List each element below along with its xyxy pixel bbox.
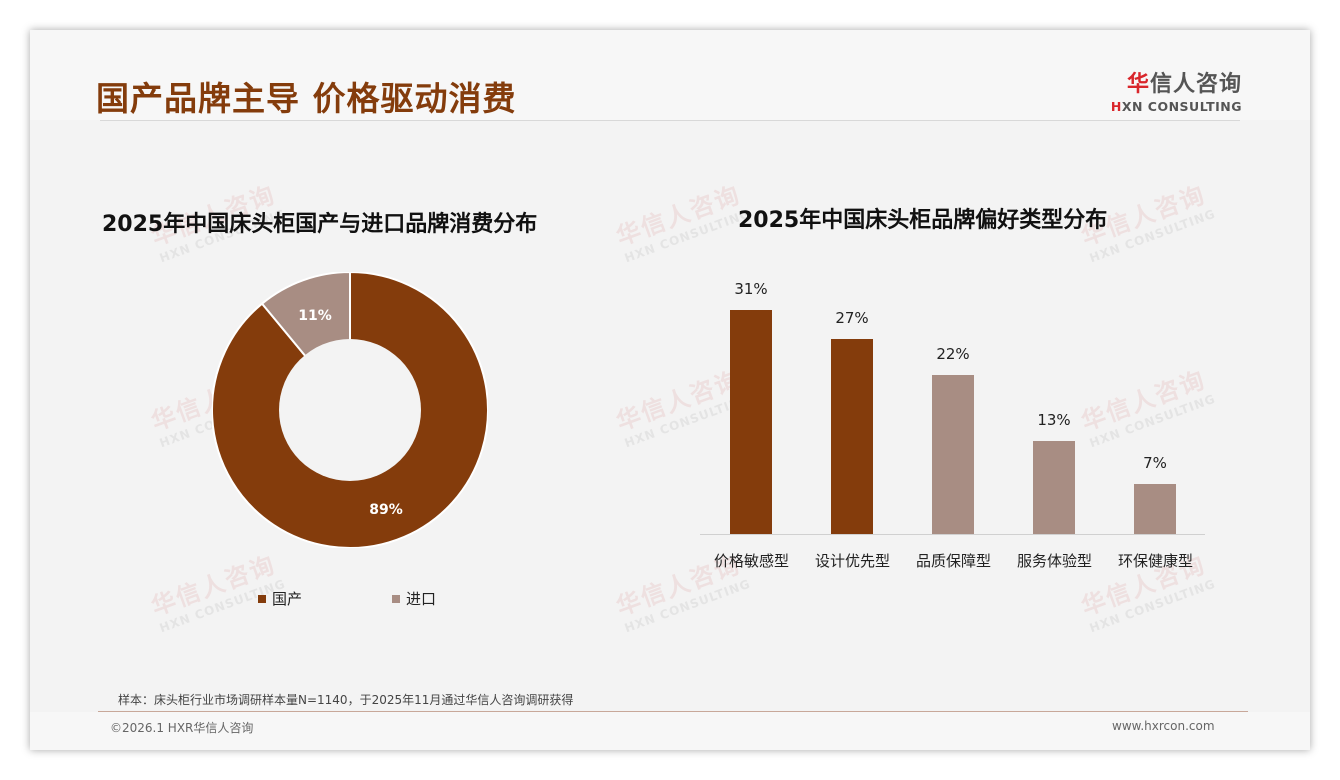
bar-value-label: 22% [936, 345, 970, 364]
bar [932, 375, 974, 535]
x-tick-label: 环保健康型 [1117, 552, 1193, 570]
x-tick-label: 服务体验型 [1016, 552, 1092, 570]
bar [831, 339, 873, 535]
bar-value-label: 13% [1037, 410, 1071, 429]
legend-label: 国产 [272, 590, 303, 608]
donut-chart-title: 2025年中国床头柜国产与进口品牌消费分布 [102, 212, 538, 237]
legend-swatch [258, 594, 266, 603]
donut-chart: 89% 11% [212, 272, 488, 548]
x-tick-label: 设计优先型 [814, 552, 890, 570]
bar [1033, 440, 1075, 535]
bar-value-label: 7% [1143, 454, 1167, 473]
donut-label-import: 11% [298, 308, 332, 324]
legend-item-domestic: 国产 [258, 588, 302, 609]
legend-swatch [392, 594, 400, 603]
donut-label-domestic: 89% [369, 502, 403, 518]
bar-chart-title: 2025年中国床头柜品牌偏好类型分布 [738, 208, 1108, 233]
bar-value-label: 31% [734, 280, 768, 298]
bar-chart [700, 280, 1205, 535]
slide: 国产品牌主导 价格驱动消费 华信人咨询 HXN CONSULTING 华信人咨询… [30, 30, 1310, 750]
company-logo: 华信人咨询 HXN CONSULTING [1110, 66, 1242, 114]
logo-cn-accent: 华 [1126, 72, 1150, 97]
logo-cn: 华信人咨询 [1110, 66, 1242, 98]
copyright: ©2026.1 HXR华信人咨询 [110, 721, 254, 735]
site-url: www.hxrcon.com [1112, 719, 1215, 733]
x-tick-label: 品质保障型 [915, 552, 991, 570]
logo-en-text: XN CONSULTING [1121, 99, 1242, 114]
logo-en: HXN CONSULTING [1110, 99, 1242, 114]
x-axis-line [700, 534, 1205, 535]
footer-band [30, 712, 1310, 750]
title-divider [100, 120, 1240, 121]
logo-cn-text: 信人咨询 [1149, 72, 1242, 97]
logo-en-accent: H [1110, 99, 1122, 114]
bar [730, 310, 772, 535]
page-title: 国产品牌主导 价格驱动消费 [96, 79, 517, 118]
x-tick-label: 价格敏感型 [713, 552, 789, 570]
sample-note: 样本：床头柜行业市场调研样本量N=1140，于2025年11月通过华信人咨询调研… [118, 693, 574, 707]
bar-value-label: 27% [835, 309, 869, 328]
bar [1134, 484, 1176, 535]
legend-item-import: 进口 [392, 588, 436, 609]
header-band [30, 30, 1310, 120]
footer-divider [98, 711, 1248, 712]
legend-label: 进口 [406, 590, 437, 608]
